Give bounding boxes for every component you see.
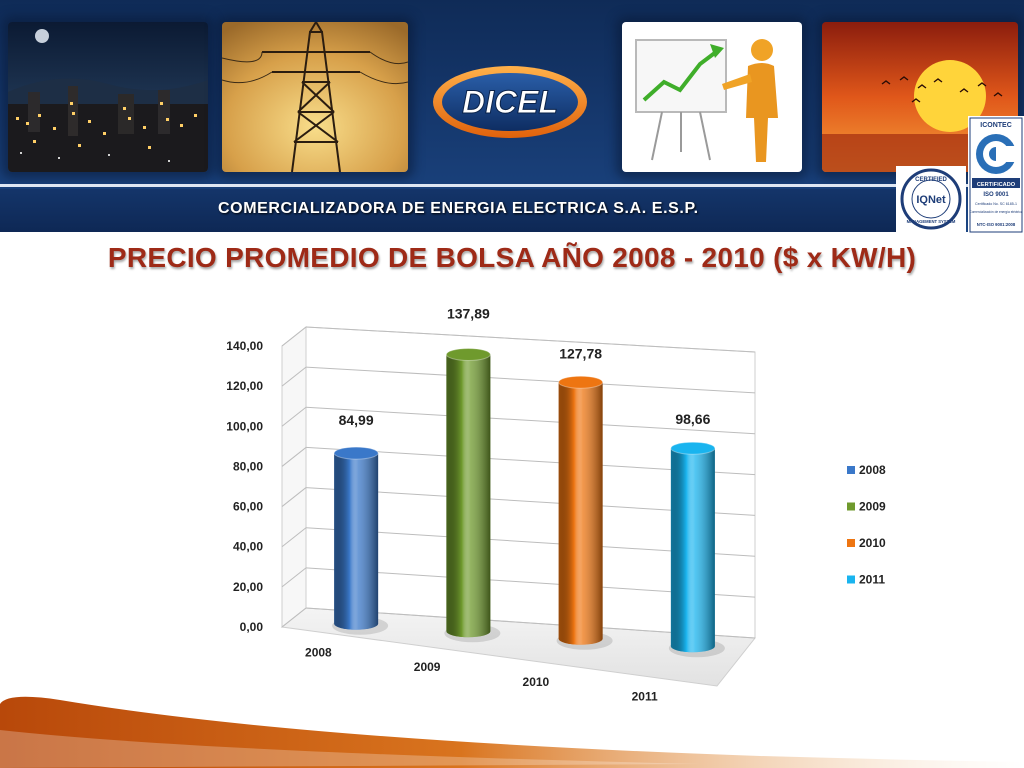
bar-top — [558, 375, 604, 389]
bar-top — [670, 441, 716, 455]
legend-swatch — [847, 575, 855, 584]
footer-swoosh — [0, 696, 1024, 768]
iqnet-bottom-text: MANAGEMENT SYSTEM — [907, 219, 956, 224]
gridline — [305, 326, 756, 353]
city-night-photo — [8, 22, 208, 172]
legend-item-2010[interactable]: 2010 — [847, 536, 886, 550]
chart-legend[interactable]: 2008 2009 2010 2011 — [847, 463, 886, 587]
icontec-cert-no: Certificado No. SC 6185-1 — [975, 202, 1017, 206]
bar-top — [333, 446, 379, 460]
presenter-chart-photo — [622, 22, 802, 172]
bar-shading — [558, 382, 603, 645]
gridline-side — [281, 406, 307, 427]
bar-2010[interactable] — [556, 375, 613, 650]
y-tick-label: 0,00 — [240, 620, 264, 634]
x-tick-label: 2010 — [523, 675, 550, 689]
y-tick-label: 120,00 — [226, 379, 263, 393]
iqnet-top-text: CERTIFIED — [915, 177, 947, 183]
y-tick-label: 60,00 — [233, 500, 263, 514]
data-label: 84,99 — [339, 412, 374, 428]
chart-grid — [280, 325, 756, 687]
bar-shading — [446, 354, 491, 638]
chart-side-wall — [281, 325, 307, 629]
bar-2011[interactable] — [668, 441, 725, 658]
icontec-org: ICONTEC — [980, 122, 1012, 129]
x-tick-label: 2011 — [632, 690, 658, 704]
legend-swatch — [847, 502, 855, 511]
y-tick-label: 20,00 — [233, 580, 263, 594]
icontec-certification-badge: ICONTEC CERTIFICADO ISO 9001 Certificado… — [968, 116, 1024, 234]
data-label: 127,78 — [559, 345, 602, 361]
icontec-norm: NTC-ISO 9001:2008 — [977, 222, 1016, 227]
legend-item-2008[interactable]: 2008 — [847, 463, 886, 477]
legend-swatch — [847, 539, 855, 547]
logo-text: DICEL — [462, 84, 558, 120]
gridline-side — [281, 527, 307, 548]
bar-2009[interactable] — [444, 347, 501, 643]
y-tick-label: 80,00 — [233, 459, 263, 473]
y-tick-label: 140,00 — [226, 339, 263, 353]
data-label: 98,66 — [675, 411, 710, 427]
x-tick-label: 2009 — [414, 660, 441, 674]
bar-2008[interactable] — [332, 446, 389, 635]
legend-swatch — [847, 466, 855, 474]
gridline-side — [281, 567, 307, 588]
gridline-side — [281, 487, 307, 507]
company-name: COMERCIALIZADORA DE ENERGIA ELECTRICA S.… — [218, 200, 699, 217]
icontec-scope: Comercialización de energía eléctrica — [969, 210, 1022, 214]
legend-label: 2010 — [859, 536, 886, 550]
gridline — [305, 366, 756, 394]
icontec-standard: ISO 9001 — [983, 192, 1009, 198]
gridline-side — [281, 447, 307, 467]
bar-top — [445, 347, 491, 361]
y-tick-label: 40,00 — [233, 540, 263, 554]
legend-label: 2009 — [859, 500, 886, 514]
subtitle-bar — [0, 189, 900, 232]
chart-bars — [332, 347, 725, 658]
bar-shading — [670, 448, 715, 653]
chart-title: PRECIO PROMEDIO DE BOLSA AÑO 2008 - 2010… — [107, 242, 917, 273]
iqnet-certification-badge: CERTIFIED IQNet MANAGEMENT SYSTEM — [896, 166, 966, 232]
legend-item-2009[interactable]: 2009 — [847, 500, 886, 514]
data-label: 137,89 — [447, 305, 490, 321]
iqnet-name: IQNet — [916, 194, 946, 206]
legend-label: 2008 — [859, 463, 886, 477]
gridline-side — [281, 607, 307, 628]
power-tower-photo — [222, 22, 408, 172]
gridline-side — [281, 326, 307, 347]
gridline-side — [281, 366, 307, 387]
header-banner: DICEL COMERCIALIZADORA DE ENERGIA ELECTR… — [0, 0, 1024, 232]
dicel-logo: DICEL — [430, 62, 590, 142]
bar-shading — [334, 453, 379, 630]
icontec-label: CERTIFICADO — [977, 182, 1016, 188]
sunset-photo — [822, 22, 1018, 172]
banner-divider — [0, 184, 1024, 187]
y-tick-label: 100,00 — [226, 419, 263, 433]
x-tick-label: 2008 — [305, 645, 332, 659]
chart-labels: 0,00 20,00 40,00 60,00 80,00 100,00 120,00 140,… — [226, 305, 710, 703]
gridline — [305, 406, 756, 435]
legend-label: 2011 — [859, 573, 885, 587]
legend-item-2011[interactable]: 2011 — [847, 573, 885, 587]
